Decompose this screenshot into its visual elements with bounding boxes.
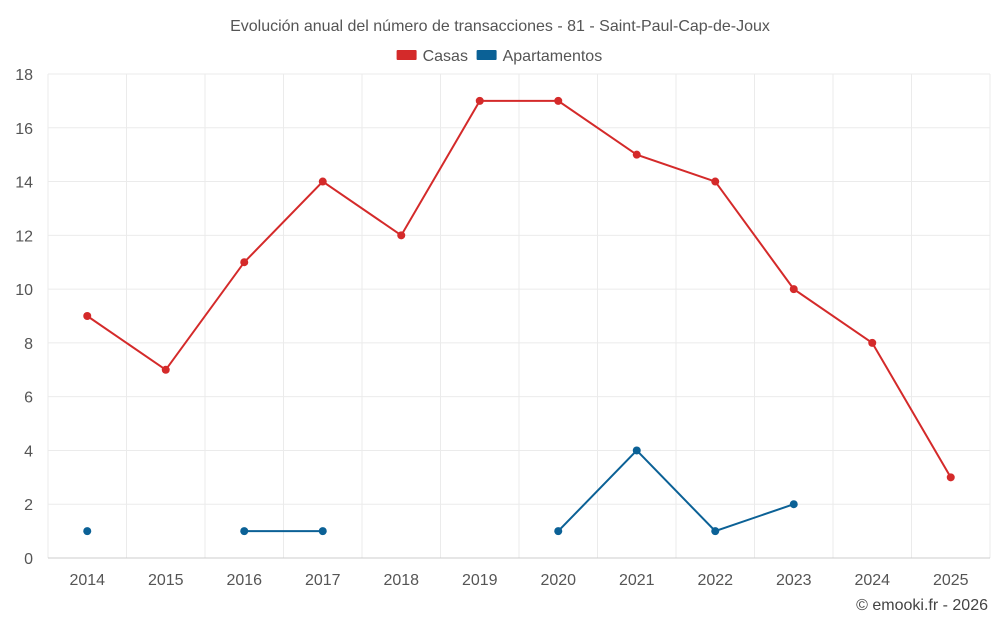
- legend-swatch: [476, 50, 497, 60]
- x-tick-label: 2025: [933, 572, 969, 589]
- x-axis-ticks: 2014 2015 2016 2017 2018 2019 2020 2021 2022 2023…: [69, 572, 968, 589]
- y-tick-label: 18: [15, 67, 33, 84]
- data-point: [554, 96, 563, 105]
- x-tick-label: 2020: [540, 572, 576, 589]
- x-tick-label: 2023: [776, 572, 812, 589]
- x-tick-label: 2021: [619, 572, 655, 589]
- data-point: [868, 338, 877, 347]
- x-tick-label: 2017: [305, 572, 341, 589]
- data-point: [711, 177, 720, 186]
- copyright-credit: © emooki.fr - 2026: [856, 597, 988, 614]
- y-tick-label: 0: [24, 551, 33, 568]
- y-axis-ticks: 0 2 4 6 8 10 12 14 16 18: [15, 67, 33, 568]
- data-point: [161, 365, 170, 374]
- y-tick-label: 4: [24, 443, 33, 460]
- data-point: [475, 96, 484, 105]
- chart-title: Evolución anual del número de transaccio…: [230, 18, 770, 35]
- grid-lines: [47, 73, 991, 559]
- y-tick-label: 6: [24, 390, 33, 407]
- data-point: [318, 527, 327, 536]
- data-point: [789, 500, 798, 509]
- legend-swatch: [396, 50, 417, 60]
- x-tick-label: 2019: [462, 572, 498, 589]
- series-line: [557, 449, 795, 533]
- data-point: [83, 312, 92, 320]
- x-tick-label: 2014: [69, 572, 105, 589]
- y-tick-label: 10: [15, 282, 33, 299]
- data-point: [632, 150, 641, 159]
- x-tick-label: 2015: [148, 572, 184, 589]
- y-tick-label: 14: [15, 175, 33, 192]
- x-tick-label: 2016: [226, 572, 262, 589]
- data-point: [946, 473, 955, 482]
- data-point: [711, 527, 720, 536]
- x-tick-label: 2022: [697, 572, 733, 589]
- series-line: [86, 99, 952, 478]
- y-tick-label: 8: [24, 336, 33, 353]
- data-point: [554, 527, 563, 536]
- y-tick-label: 12: [15, 228, 33, 245]
- legend-item-casas: Casas: [396, 48, 468, 65]
- data-point: [318, 177, 327, 186]
- legend-label: Casas: [423, 48, 468, 65]
- legend-label: Apartamentos: [503, 48, 603, 65]
- legend: Casas Apartamentos: [396, 48, 603, 65]
- y-tick-label: 16: [15, 121, 33, 138]
- legend-item-apartamentos: Apartamentos: [476, 48, 603, 65]
- series-apartamentos: [83, 446, 798, 536]
- x-tick-label: 2018: [383, 572, 419, 589]
- data-point: [397, 231, 406, 240]
- data-point: [240, 527, 249, 536]
- series-casas: [83, 96, 955, 482]
- data-point: [789, 285, 798, 294]
- data-point: [240, 258, 249, 267]
- series-layer: [83, 96, 955, 536]
- x-tick-label: 2024: [854, 572, 890, 589]
- y-tick-label: 2: [24, 497, 33, 514]
- data-point: [632, 446, 641, 455]
- data-point: [83, 527, 92, 536]
